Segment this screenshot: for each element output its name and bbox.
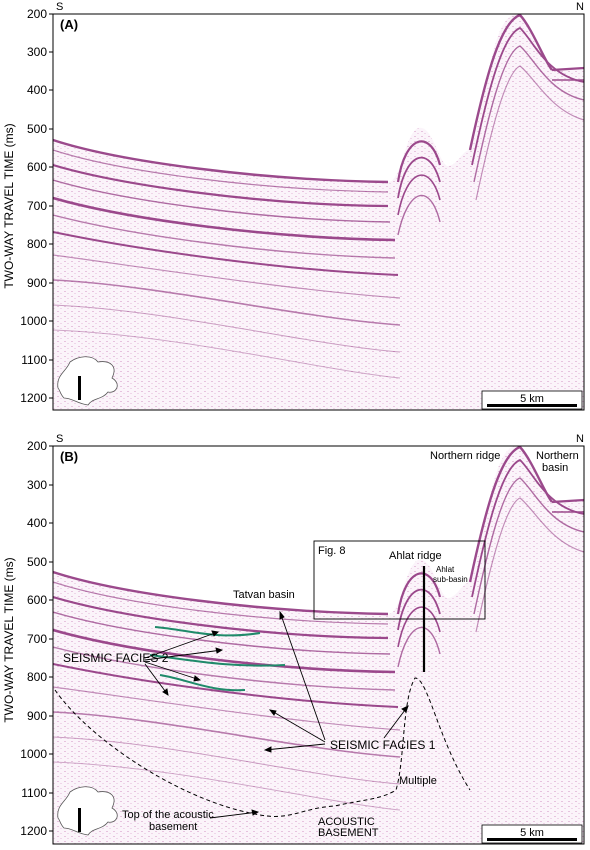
panel-a: 200 300 400 500 600 700 800 900 1000 110… xyxy=(2,1,585,411)
y-tick-label: 500 xyxy=(27,122,47,136)
ahlat-sub-basin-label-line1: Ahlat xyxy=(436,565,455,574)
acoustic-basement-label-line1: ACOUSTIC xyxy=(318,816,375,828)
seismic-facies-1-label: SEISMIC FACIES 1 xyxy=(330,738,436,752)
tatvan-basin-label: Tatvan basin xyxy=(233,589,295,601)
y-tick-label: 1100 xyxy=(21,353,47,367)
y-tick-label: 800 xyxy=(27,237,47,251)
facies-1-arrows xyxy=(263,610,409,753)
y-tick-label: 900 xyxy=(27,276,47,290)
y-tick-label: 400 xyxy=(27,83,47,97)
northern-ridge-label: Northern ridge xyxy=(430,450,500,462)
panel-b-north-label: N xyxy=(576,433,584,445)
profile-location-marker xyxy=(78,808,81,832)
panel-a-south-label: S xyxy=(56,1,63,13)
profile-location-marker xyxy=(78,376,81,400)
y-tick-label: 1200 xyxy=(20,824,47,838)
panel-b-y-axis-title: TWO-WAY TRAVEL TIME (ms) xyxy=(2,557,16,722)
panel-b-south-label: S xyxy=(56,433,63,445)
seismic-facies-2-label: SEISMIC FACIES 2 xyxy=(63,651,169,665)
y-tick-label: 500 xyxy=(27,555,47,569)
y-tick-label: 200 xyxy=(27,439,47,453)
y-tick-label: 200 xyxy=(27,7,47,21)
panel-a-y-tick-labels: 200 300 400 500 600 700 800 900 1000 110… xyxy=(20,7,47,405)
facies-2-traces xyxy=(149,626,286,692)
fig8-box xyxy=(313,540,486,620)
panel-b-location-inset xyxy=(57,786,118,836)
y-tick-label: 300 xyxy=(27,478,47,492)
y-tick-label: 600 xyxy=(27,593,47,607)
ahlat-sub-basin-label-line2: sub-basin xyxy=(433,575,468,584)
panel-a-frame xyxy=(52,13,585,411)
panel-a-location-inset xyxy=(57,356,118,406)
y-tick-label: 1100 xyxy=(21,786,47,800)
y-tick-label: 1000 xyxy=(20,314,47,328)
panel-a-north-label: N xyxy=(576,1,584,13)
panel-b-frame xyxy=(52,445,585,845)
panel-a-seismic-section xyxy=(53,14,584,410)
y-tick-label: 400 xyxy=(27,516,47,530)
panel-a-label: (A) xyxy=(60,17,78,32)
northern-basin-label-line1: Northern xyxy=(536,450,579,462)
panel-b-label: (B) xyxy=(60,449,78,464)
ahlat-ridge-label: Ahlat ridge xyxy=(389,550,442,562)
scale-bar-label: 5 km xyxy=(520,393,544,405)
top-acoustic-basement-label-line1: Top of the acoustic xyxy=(122,809,214,821)
facies-2-arrows xyxy=(144,630,224,696)
northern-basin-label-line2: basin xyxy=(542,462,568,474)
acoustic-basement-arrow xyxy=(209,809,260,819)
y-tick-label: 600 xyxy=(27,160,47,174)
panel-b-y-tick-labels: 200 300 400 500 600 700 800 900 1000 110… xyxy=(20,439,47,838)
panel-a-scale-bar: 5 km xyxy=(481,390,583,410)
y-tick-label: 1200 xyxy=(20,391,47,405)
y-tick-label: 700 xyxy=(27,199,47,213)
panel-a-y-axis-title: TWO-WAY TRAVEL TIME (ms) xyxy=(2,123,16,288)
multiple-label: Multiple xyxy=(399,775,437,787)
y-tick-label: 800 xyxy=(27,670,47,684)
acoustic-basement-label-line2: BASEMENT xyxy=(318,827,379,839)
panel-b: 200 300 400 500 600 700 800 900 1000 110… xyxy=(2,433,585,845)
y-tick-label: 900 xyxy=(27,709,47,723)
y-tick-label: 1000 xyxy=(20,747,47,761)
fig8-label: Fig. 8 xyxy=(318,545,346,557)
panel-b-y-axis xyxy=(49,445,53,832)
y-tick-label: 300 xyxy=(27,45,47,59)
y-tick-label: 700 xyxy=(27,632,47,646)
panel-b-scale-bar: 5 km xyxy=(481,824,583,844)
acoustic-basement-line xyxy=(54,677,471,817)
scale-bar-label: 5 km xyxy=(520,827,544,839)
top-acoustic-basement-label-line2: basement xyxy=(149,821,197,833)
panel-a-y-axis xyxy=(49,13,53,399)
panel-b-seismic-section xyxy=(53,446,584,844)
